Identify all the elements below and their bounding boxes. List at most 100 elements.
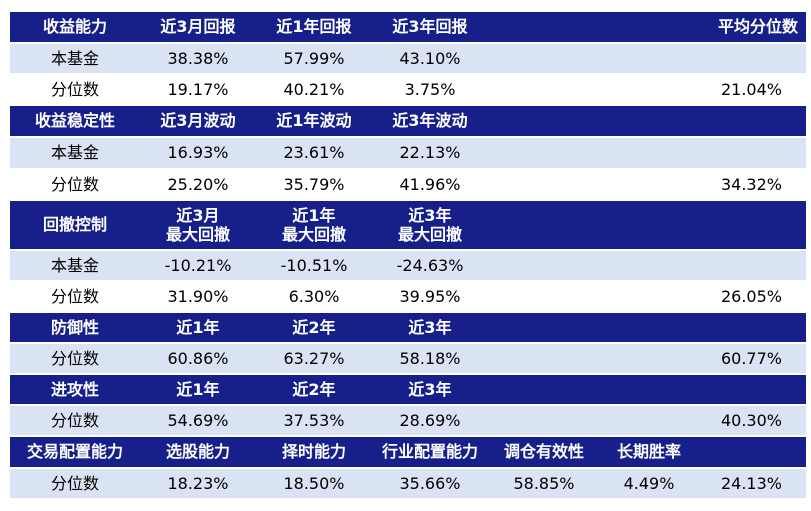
cell-avg-percentile: [698, 313, 806, 342]
cell-category: 分位数: [50, 348, 99, 368]
cell-avg-percentile: [698, 138, 806, 168]
cell-col-2: 近1年 最大回撤: [281, 206, 346, 244]
cell-col-3: 41.96%: [399, 174, 461, 194]
cell-avg-percentile: [698, 375, 806, 404]
cell-category: 分位数: [50, 79, 99, 99]
cell-col-3: 58.18%: [399, 348, 461, 368]
cell-col-1: 近3月回报: [160, 17, 236, 36]
table-row: 分位数 31.90% 6.30% 39.95% 26.05%: [10, 282, 806, 311]
cell-col-1: 近1年: [176, 317, 220, 337]
cell-col-4: [488, 251, 600, 280]
cell-col-2: 择时能力: [281, 442, 346, 461]
table-header-row: 防御性 近1年 近2年 近3年: [10, 313, 806, 342]
table-header-row: 收益稳定性 近3月波动 近1年波动 近3年波动: [10, 106, 806, 136]
cell-col-3: 35.66%: [399, 473, 461, 493]
cell-category: 本基金: [50, 48, 99, 68]
cell-col-4: [488, 44, 600, 73]
cell-avg-percentile: [698, 437, 806, 467]
cell-col-1: 38.38%: [167, 48, 229, 68]
table-header-row: 回撤控制 近3月 最大回撤 近1年 最大回撤 近3年 最大回撤: [10, 201, 806, 249]
cell-category: 进攻性: [50, 379, 99, 399]
cell-avg-percentile: [698, 44, 806, 73]
table-row: 分位数 54.69% 37.53% 28.69% 40.30%: [10, 406, 806, 435]
cell-col-2: 57.99%: [283, 48, 345, 68]
cell-category: 交易配置能力: [26, 442, 123, 461]
cell-col-1: 19.17%: [167, 79, 229, 99]
cell-col-4: 调仓有效性: [503, 442, 584, 461]
cell-category: 防御性: [50, 317, 99, 337]
cell-category: 收益稳定性: [34, 111, 115, 130]
cell-col-5: [600, 44, 698, 73]
table-row: 分位数 19.17% 40.21% 3.75% 21.04%: [10, 75, 806, 104]
cell-col-5: [600, 344, 698, 373]
cell-col-3: 22.13%: [399, 143, 461, 162]
cell-category: 本基金: [50, 143, 99, 162]
cell-avg-percentile: 60.77%: [720, 348, 782, 368]
cell-category: 分位数: [50, 410, 99, 430]
cell-col-3: 3.75%: [404, 79, 456, 99]
cell-col-3: 43.10%: [399, 48, 461, 68]
cell-col-2: 近2年: [292, 379, 336, 399]
cell-col-4: [488, 313, 600, 342]
cell-col-4: [488, 282, 600, 311]
cell-col-1: 54.69%: [167, 410, 229, 430]
cell-col-1: 近3月 最大回撤: [165, 206, 230, 244]
cell-col-4: [488, 12, 600, 42]
cell-col-3: 近3年 最大回撤: [397, 206, 462, 244]
table-row: 分位数 60.86% 63.27% 58.18% 60.77%: [10, 344, 806, 373]
cell-col-5: [600, 106, 698, 136]
cell-avg-percentile: 40.30%: [720, 410, 782, 430]
cell-col-5: [600, 282, 698, 311]
cell-col-1: 25.20%: [167, 174, 229, 194]
cell-col-1: -10.21%: [164, 255, 232, 275]
cell-col-3: 近3年: [408, 317, 452, 337]
table-row: 本基金 -10.21% -10.51% -24.63%: [10, 251, 806, 280]
cell-col-1: 近1年: [176, 379, 220, 399]
table-row: 本基金 38.38% 57.99% 43.10%: [10, 44, 806, 73]
cell-col-2: 35.79%: [283, 174, 345, 194]
cell-col-1: 选股能力: [165, 442, 230, 461]
cell-col-5: [600, 170, 698, 199]
table-header-row: 交易配置能力 选股能力 择时能力 行业配置能力 调仓有效性 长期胜率: [10, 437, 806, 467]
cell-avg-percentile: [698, 201, 806, 249]
cell-avg-percentile: 平均分位数: [717, 17, 798, 36]
cell-col-2: 近2年: [292, 317, 336, 337]
cell-col-1: 60.86%: [167, 348, 229, 368]
cell-col-4: [488, 75, 600, 104]
cell-category: 本基金: [50, 255, 99, 275]
cell-category: 分位数: [50, 174, 99, 194]
cell-col-4: [488, 106, 600, 136]
cell-col-1: 31.90%: [167, 286, 229, 306]
cell-col-5: [600, 138, 698, 168]
cell-col-2: 23.61%: [283, 143, 345, 162]
cell-category: 收益能力: [42, 17, 107, 36]
cell-col-2: 40.21%: [283, 79, 345, 99]
cell-col-5: 长期胜率: [616, 442, 681, 461]
cell-category: 分位数: [50, 286, 99, 306]
cell-col-4: [488, 375, 600, 404]
cell-avg-percentile: 26.05%: [720, 286, 782, 306]
cell-col-2: 18.50%: [283, 473, 345, 493]
cell-col-3: 近3年回报: [392, 17, 468, 36]
cell-col-2: 近1年回报: [276, 17, 352, 36]
cell-col-4: [488, 344, 600, 373]
cell-col-4: [488, 138, 600, 168]
cell-col-1: 近3月波动: [160, 111, 236, 130]
cell-col-4: 58.85%: [513, 473, 575, 493]
cell-col-5: [600, 251, 698, 280]
cell-col-5: [600, 375, 698, 404]
cell-col-5: [600, 75, 698, 104]
cell-col-3: 行业配置能力: [381, 442, 478, 461]
cell-col-3: 28.69%: [399, 410, 461, 430]
cell-col-2: 63.27%: [283, 348, 345, 368]
cell-category: 分位数: [50, 473, 99, 493]
table-header-row: 进攻性 近1年 近2年 近3年: [10, 375, 806, 404]
table-row: 分位数 18.23% 18.50% 35.66% 58.85% 4.49% 24.13%: [10, 469, 806, 498]
table-row: 分位数 25.20% 35.79% 41.96% 34.32%: [10, 170, 806, 199]
cell-avg-percentile: [698, 106, 806, 136]
cell-col-5: [600, 313, 698, 342]
cell-avg-percentile: [698, 251, 806, 280]
table-header-row: 收益能力 近3月回报 近1年回报 近3年回报 平均分位数: [10, 12, 806, 42]
cell-col-2: 近1年波动: [276, 111, 352, 130]
